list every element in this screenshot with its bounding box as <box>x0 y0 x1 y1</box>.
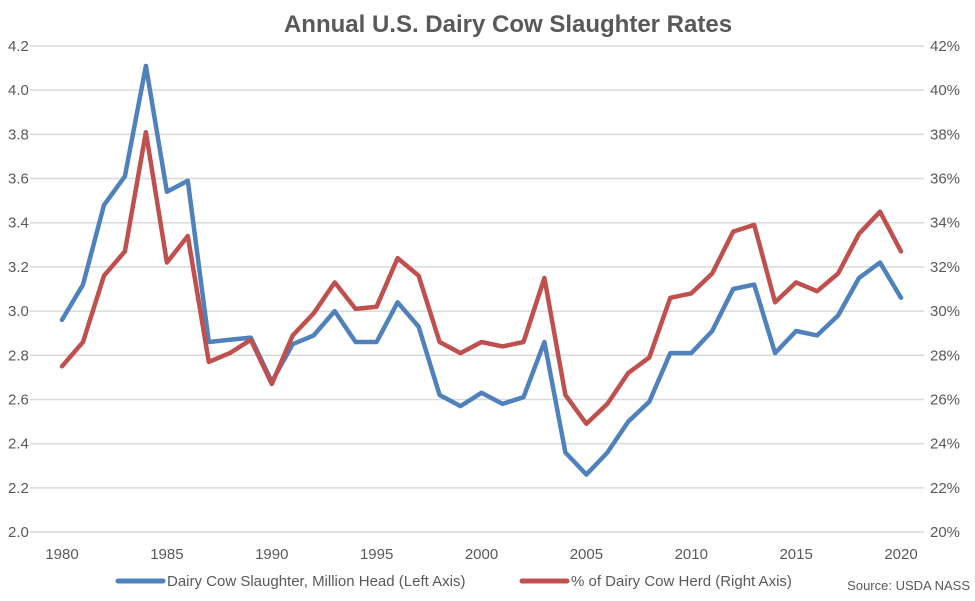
series-line-percent-herd <box>59 129 904 427</box>
x-tick-label: 2010 <box>675 546 708 563</box>
legend-label-percent-herd: % of Dairy Cow Herd (Right Axis) <box>571 573 792 590</box>
x-tick-label: 2020 <box>884 546 917 563</box>
right-tick-label: 36% <box>930 171 960 188</box>
x-tick-label: 2000 <box>465 546 498 563</box>
left-tick-label: 4.2 <box>8 38 29 55</box>
gridlines <box>30 45 924 533</box>
x-tick-label: 1980 <box>45 546 78 563</box>
series-lines <box>59 63 904 477</box>
left-tick-label: 2.6 <box>8 391 29 408</box>
legend: Dairy Cow Slaughter, Million Head (Left … <box>115 573 792 590</box>
right-axis-ticks: 20% 22% 24% 26% 28% 30% 32% 34% 36% 38% 40% 42% <box>930 38 960 541</box>
right-tick-label: 32% <box>930 259 960 276</box>
left-tick-label: 3.2 <box>8 259 29 276</box>
left-tick-label: 3.0 <box>8 303 29 320</box>
left-tick-label: 4.0 <box>8 82 29 99</box>
x-tick-label: 1990 <box>255 546 288 563</box>
left-tick-label: 3.8 <box>8 126 29 143</box>
x-tick-label: 1995 <box>360 546 393 563</box>
x-axis-ticks: 1980 1985 1990 1995 2000 2005 2010 2015 2020 <box>45 546 917 563</box>
x-tick-label: 1985 <box>150 546 183 563</box>
right-tick-label: 30% <box>930 303 960 320</box>
series-line-slaughter <box>59 63 904 477</box>
right-tick-label: 34% <box>930 215 960 232</box>
right-tick-label: 26% <box>930 391 960 408</box>
chart-title: Annual U.S. Dairy Cow Slaughter Rates <box>284 11 732 38</box>
right-tick-label: 24% <box>930 436 960 453</box>
right-tick-label: 40% <box>930 82 960 99</box>
left-tick-label: 3.4 <box>8 215 29 232</box>
left-tick-label: 3.6 <box>8 171 29 188</box>
right-tick-label: 22% <box>930 480 960 497</box>
legend-label-slaughter: Dairy Cow Slaughter, Million Head (Left … <box>167 573 465 590</box>
source-note: Source: USDA NASS <box>847 578 970 593</box>
left-tick-label: 2.0 <box>8 524 29 541</box>
right-tick-label: 38% <box>930 126 960 143</box>
left-tick-label: 2.2 <box>8 480 29 497</box>
left-axis-ticks: 2.0 2.2 2.4 2.6 2.8 3.0 3.2 3.4 3.6 3.8 4.0 4.2 <box>8 38 29 541</box>
x-tick-label: 2005 <box>570 546 603 563</box>
left-tick-label: 2.8 <box>8 347 29 364</box>
left-tick-label: 2.4 <box>8 436 29 453</box>
right-tick-label: 20% <box>930 524 960 541</box>
x-tick-label: 2015 <box>779 546 812 563</box>
right-tick-label: 42% <box>930 38 960 55</box>
right-tick-label: 28% <box>930 347 960 364</box>
